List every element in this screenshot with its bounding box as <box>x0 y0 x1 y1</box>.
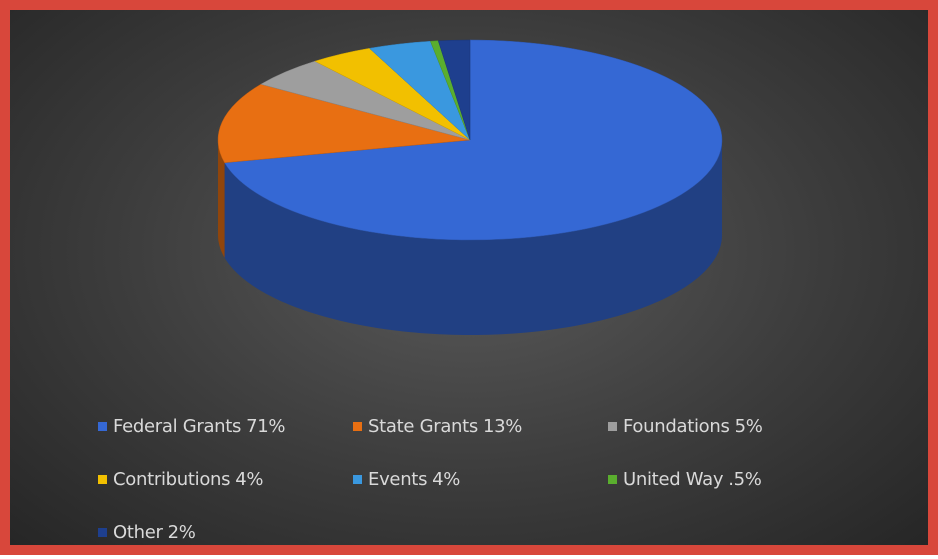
legend-label: Other <box>113 522 163 543</box>
slice-side <box>224 140 722 335</box>
legend-item: Federal Grants 71% <box>98 400 353 453</box>
legend-swatch <box>608 422 617 431</box>
legend-value: 4% <box>432 469 461 490</box>
legend-item: Foundations 5% <box>608 400 863 453</box>
legend-label: Foundations <box>623 416 730 437</box>
legend-item: Events 4% <box>353 453 608 506</box>
slice <box>224 39 723 241</box>
legend-swatch <box>98 528 107 537</box>
legend-item: State Grants 13% <box>353 400 608 453</box>
legend-value: 5% <box>734 416 763 437</box>
legend-value: 4% <box>235 469 264 490</box>
legend-label: United Way <box>623 469 724 490</box>
legend-label: Federal Grants <box>113 416 242 437</box>
legend-item: Contributions 4% <box>98 453 353 506</box>
slice <box>217 83 471 163</box>
legend-item: United Way .5% <box>608 453 863 506</box>
legend-value: 2% <box>167 522 196 543</box>
legend-label: Events <box>368 469 428 490</box>
legend-swatch <box>353 475 362 484</box>
legend-swatch <box>608 475 617 484</box>
legend-swatch <box>98 422 107 431</box>
legend-label: State Grants <box>368 416 478 437</box>
legend: Federal Grants 71% State Grants 13% Foundati… <box>98 400 878 559</box>
legend-swatch <box>98 475 107 484</box>
legend-value: 71% <box>246 416 286 437</box>
legend-swatch <box>353 422 362 431</box>
legend-item: Other 2% <box>98 506 353 559</box>
chart <box>217 39 723 335</box>
slice <box>437 39 471 141</box>
slice-side <box>218 140 225 258</box>
legend-value: .5% <box>728 469 762 490</box>
legend-value: 13% <box>483 416 523 437</box>
legend-label: Contributions <box>113 469 231 490</box>
